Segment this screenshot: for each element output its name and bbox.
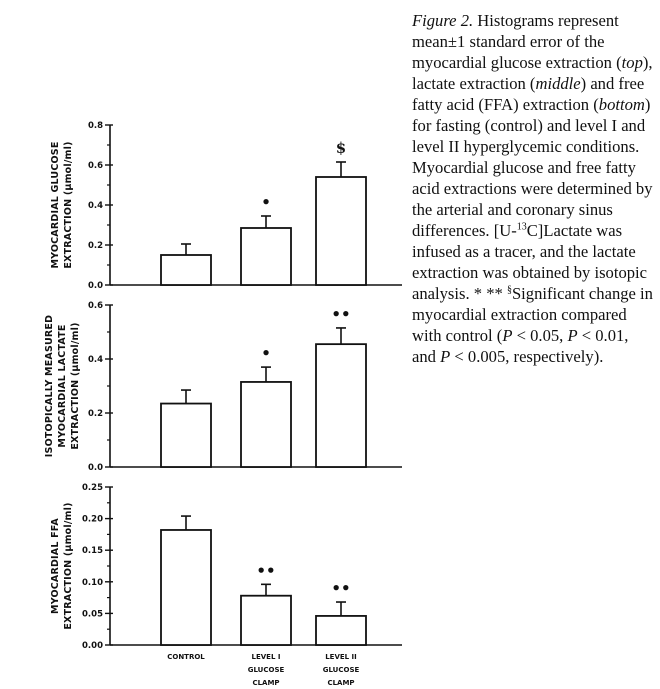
bar xyxy=(315,615,367,646)
figure-label: Figure 2. xyxy=(412,11,474,30)
y-tick-label: 0.25 xyxy=(82,483,103,493)
chart-panel-2: 0.0 0.2 0.4 0.6 ISOTOPICALLY MEASURED MYOCARD… xyxy=(44,301,402,473)
significance-mark: $ xyxy=(336,139,346,157)
y-tick-label: 0.10 xyxy=(82,578,103,588)
caption-p-symbol: P xyxy=(502,326,513,345)
y-axis-label: EXTRACTION (μmol/ml) xyxy=(70,322,81,449)
y-tick-label: 0.6 xyxy=(88,161,103,171)
significance-mark: •• xyxy=(256,561,275,579)
caption-p-symbol: P xyxy=(440,347,451,366)
x-category-label: LEVEL II xyxy=(325,653,357,661)
y-axis-label: MYOCARDIAL FFA xyxy=(50,518,61,614)
x-category-label: CLAMP xyxy=(327,679,354,687)
significance-mark: • xyxy=(261,344,271,362)
bar xyxy=(315,176,367,286)
caption-text: < 0.05, xyxy=(512,326,568,345)
bar xyxy=(240,381,292,468)
x-category-label: CLAMP xyxy=(252,679,279,687)
figure-caption: Figure 2. Histograms represent mean±1 st… xyxy=(412,10,656,367)
y-tick-label: 0.2 xyxy=(88,409,103,419)
y-axis-label: EXTRACTION (μmol/ml) xyxy=(63,502,74,629)
y-tick-label: 0.6 xyxy=(88,301,103,311)
y-tick-label: 0.8 xyxy=(88,121,103,131)
y-tick-label: 0.2 xyxy=(88,241,103,251)
caption-text: ) and free fatty acid (FFA) extraction ( xyxy=(412,74,645,114)
bar xyxy=(315,343,367,468)
caption-text: Histograms represent mean±1 standard err… xyxy=(412,11,622,72)
y-tick-label: 0.0 xyxy=(88,463,103,473)
caption-superscript: § xyxy=(506,284,512,296)
x-category-label: CONTROL xyxy=(167,653,205,661)
chart-panel-1: 0.0 0.2 0.4 0.6 0.8 MYOCARDIAL GLUCOSE EXTRACT… xyxy=(50,121,402,291)
y-tick-label: 0.4 xyxy=(88,355,103,365)
caption-emph-bottom: bottom xyxy=(598,95,645,114)
y-tick-label: 0.0 xyxy=(88,281,103,291)
significance-mark: • xyxy=(261,193,271,211)
bar xyxy=(160,254,212,286)
x-category-label: LEVEL I xyxy=(252,653,281,661)
y-tick-label: 0.15 xyxy=(82,546,103,556)
chart-panel-3: 0.00 0.05 0.10 0.15 0.20 0.25 MYOCARDIAL FFA EX… xyxy=(50,483,402,651)
significance-mark: •• xyxy=(331,305,350,323)
caption-text: ) for fasting (control) and level I and … xyxy=(412,95,653,240)
caption-text: ), lactate extraction ( xyxy=(412,53,653,93)
y-tick-label: 0.20 xyxy=(82,515,103,525)
caption-text: < 0.005, respectively). xyxy=(450,347,604,366)
caption-superscript: 13 xyxy=(516,221,527,233)
bar xyxy=(160,529,212,646)
bar xyxy=(240,594,292,646)
bar xyxy=(160,402,212,468)
y-tick-label: 0.05 xyxy=(82,609,103,619)
y-axis-label: ISOTOPICALLY MEASURED xyxy=(44,315,55,457)
caption-p-symbol: P xyxy=(567,326,578,345)
x-category-label: GLUCOSE xyxy=(248,666,285,674)
significance-mark: •• xyxy=(331,579,350,597)
y-axis-label: EXTRACTION (μmol/ml) xyxy=(63,141,74,268)
y-tick-label: 0.00 xyxy=(82,641,103,651)
caption-emph-top: top xyxy=(621,53,643,72)
bar xyxy=(240,227,292,286)
caption-text: C]Lactate was infused as a tracer, and t… xyxy=(412,221,648,303)
x-category-label: GLUCOSE xyxy=(323,666,360,674)
caption-text: Significant change in myocardial extract… xyxy=(412,284,653,345)
y-tick-label: 0.4 xyxy=(88,201,103,211)
y-axis-label: MYOCARDIAL LACTATE xyxy=(57,324,68,447)
y-axis-label: MYOCARDIAL GLUCOSE xyxy=(50,141,61,268)
caption-emph-middle: middle xyxy=(535,74,581,93)
caption-text: < 0.01, and xyxy=(412,326,629,366)
